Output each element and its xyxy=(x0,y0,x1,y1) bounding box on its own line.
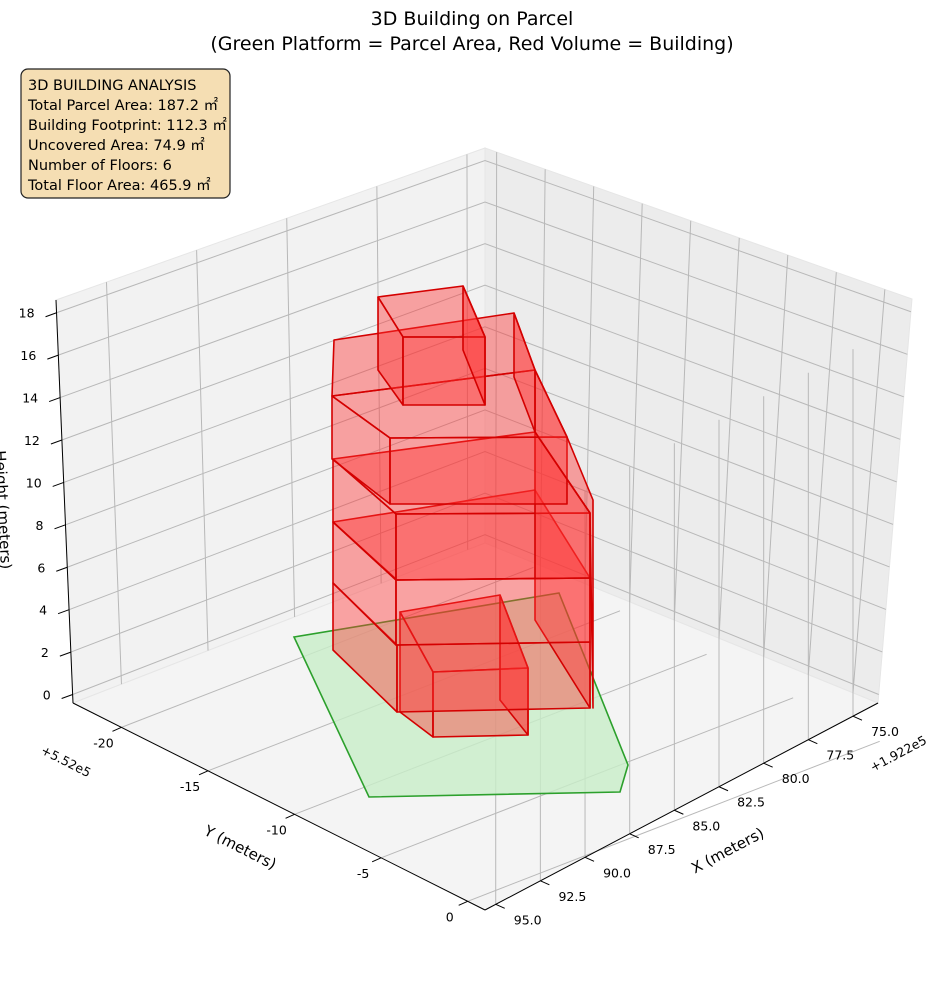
y-tick-mark xyxy=(458,900,468,906)
x-tick-label: 75.0 xyxy=(871,724,899,739)
x-tick-mark xyxy=(808,739,818,745)
x-tick-label: 95.0 xyxy=(514,912,542,927)
y-tick-label: -20 xyxy=(93,735,113,750)
y-axis-line xyxy=(72,702,486,911)
info-box-line: Uncovered Area: 74.9 ㎡ xyxy=(28,137,205,154)
wall-gridline xyxy=(629,203,643,602)
floor-gridline xyxy=(467,740,880,902)
wall-gridline xyxy=(56,159,912,314)
x-tick-label: 82.5 xyxy=(737,795,765,810)
info-box-line: Number of Floors: 6 xyxy=(28,158,172,174)
z-tick-mark xyxy=(50,439,63,445)
wall-gridline xyxy=(466,154,469,550)
z-tick-label: 10 xyxy=(26,475,42,490)
info-box-heading: 3D BUILDING ANALYSIS xyxy=(28,78,196,94)
y-tick-mark xyxy=(198,770,209,776)
building-layer xyxy=(331,285,594,738)
wall-gridline xyxy=(63,326,897,483)
wall-gridline xyxy=(718,237,740,639)
wall-gridline xyxy=(376,186,382,584)
z-tick-mark xyxy=(47,354,59,360)
y-tick-mark xyxy=(285,813,295,819)
wall-gridline xyxy=(72,534,879,695)
wall-gridline xyxy=(807,272,837,675)
x-tick-mark xyxy=(540,880,550,886)
building-floor-side-face xyxy=(462,285,486,406)
chart-subtitle: (Green Platform = Parcel Area, Red Volum… xyxy=(210,33,733,55)
z-tick-label: 12 xyxy=(24,433,40,448)
wall-gridline xyxy=(70,492,883,653)
y-tick-label: 0 xyxy=(446,909,454,924)
x-tick-label: 85.0 xyxy=(692,818,720,833)
z-tick-label: 16 xyxy=(20,348,36,363)
parcel-layer xyxy=(292,592,629,798)
z-tick-label: 18 xyxy=(19,306,35,321)
z-tick-mark xyxy=(52,481,64,487)
y-tick-label: -5 xyxy=(357,866,369,881)
wall-gridline xyxy=(105,282,122,685)
info-box-line: Total Floor Area: 465.9 ㎡ xyxy=(27,177,211,194)
x-axis-line xyxy=(484,702,879,911)
x-tick-label: 77.5 xyxy=(826,748,854,763)
wall-gridline xyxy=(67,409,890,568)
x-tick-mark xyxy=(584,856,595,862)
wall-gridline xyxy=(495,152,498,548)
y-tick-label: -10 xyxy=(266,822,286,837)
z-tick-label: 2 xyxy=(41,645,49,660)
z-axis-line xyxy=(55,299,74,704)
chart-title: 3D Building on Parcel xyxy=(371,8,574,30)
wall-gridline xyxy=(58,201,908,356)
info-box-line: Building Footprint: 112.3 ㎡ xyxy=(28,117,227,134)
x-tick-mark xyxy=(763,762,773,768)
wall-gridline xyxy=(59,243,904,399)
info-box-background xyxy=(20,68,231,199)
y-offset-label: +5.52e5 xyxy=(39,742,94,780)
wall-gridline xyxy=(196,250,209,651)
x-tick-mark xyxy=(852,715,863,721)
x-tick-label: 80.0 xyxy=(782,771,810,786)
x-tick-mark xyxy=(629,833,639,839)
y-tick-mark xyxy=(112,726,122,732)
parcel-platform xyxy=(292,592,629,798)
x-tick-mark xyxy=(674,809,684,815)
z-tick-label: 8 xyxy=(36,518,44,533)
z-tick-mark xyxy=(61,694,73,699)
z-tick-mark xyxy=(48,397,61,403)
z-tick-mark xyxy=(54,524,66,530)
building-floor-front-face xyxy=(395,577,591,646)
x-tick-label: 90.0 xyxy=(603,865,631,880)
z-tick-mark xyxy=(59,651,72,657)
y-tick-label: -15 xyxy=(180,779,200,794)
wall-gridline xyxy=(763,255,789,657)
axis-ticks: 75.0 77.5 80.0 82.5 85.0 87.5 90.0 92.5 95.0 -20 -… xyxy=(19,306,899,928)
axis-spines xyxy=(55,299,879,911)
info-box-line: Total Parcel Area: 187.2 ㎡ xyxy=(27,97,219,114)
building-floor-side-face xyxy=(513,312,536,433)
x-tick-label: 87.5 xyxy=(648,842,676,857)
wall-gridline xyxy=(68,450,887,611)
z-tick-label: 14 xyxy=(22,391,38,406)
z-tick-label: 4 xyxy=(39,603,47,618)
z-tick-mark xyxy=(45,312,57,318)
z-tick-mark xyxy=(56,566,68,572)
z-tick-mark xyxy=(57,609,70,615)
wall-gridline xyxy=(61,284,901,441)
info-box: 3D BUILDING ANALYSIS Total Parcel Area: … xyxy=(20,68,231,199)
x-tick-label: 92.5 xyxy=(558,889,586,904)
z-axis-label: Height (meters) xyxy=(0,450,15,570)
z-tick-label: 0 xyxy=(43,688,51,703)
wall-gridline xyxy=(852,289,886,693)
wall-gridline xyxy=(673,220,692,621)
y-tick-mark xyxy=(371,857,382,863)
x-tick-mark xyxy=(718,786,729,792)
z-tick-label: 6 xyxy=(37,560,45,575)
building-floor-front-face xyxy=(389,436,568,505)
wall-gridline xyxy=(286,218,296,617)
x-tick-mark xyxy=(495,903,505,909)
wall-gridline xyxy=(584,186,595,584)
